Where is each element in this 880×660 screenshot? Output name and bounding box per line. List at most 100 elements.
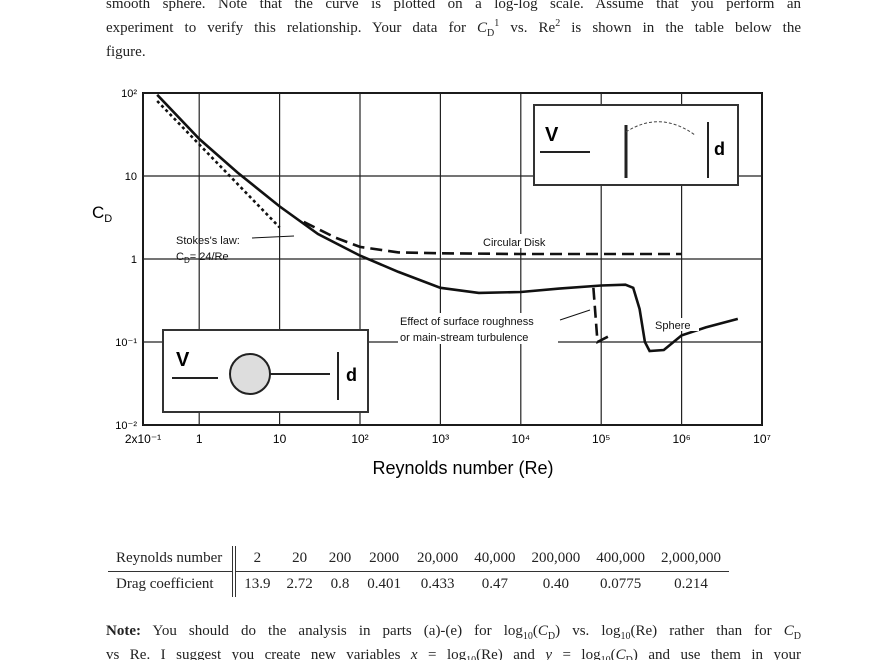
inset-label: V [545, 124, 559, 146]
arrow [559, 309, 591, 321]
table-row: Drag coefficient 13.9 2.72 0.8 0.401 0.433 0.4… [108, 571, 729, 597]
math: 10 [522, 631, 533, 642]
table-cell: 0.47 [481, 576, 508, 592]
data-table: Reynolds number 2 20 200 2000 20,000 40,000 200… [108, 546, 729, 597]
math: D [626, 655, 633, 660]
note-paragraph: Note: You should do the analysis in part… [106, 619, 801, 660]
series-line [156, 93, 739, 353]
inset-disk: V d [533, 104, 739, 186]
table-cell: 2000 [359, 546, 409, 572]
text: (Re) and [476, 647, 546, 660]
x-tick-label: 1 [196, 432, 203, 446]
annotation: = 24/Re [190, 251, 229, 263]
text: = log [417, 647, 467, 660]
text: experiment to verify this relationship. … [106, 20, 478, 36]
inset-sphere: V d [162, 329, 369, 413]
math: D [547, 631, 556, 642]
x-axis-label: Reynolds number (Re) [372, 458, 553, 478]
table-cell: 0.40 [542, 576, 569, 592]
annotation: Sphere [655, 320, 690, 332]
x-tick-label: 10⁷ [753, 432, 771, 446]
text: = log [552, 647, 601, 660]
math: x [410, 647, 418, 660]
math: y [545, 647, 553, 660]
table-cell: 400,000 [588, 546, 653, 572]
y-tick-label: 10⁻² [115, 420, 137, 432]
table-cell: 2 [234, 546, 279, 572]
table-cell: 0.401 [367, 576, 401, 592]
table-cell: 0.214 [674, 576, 708, 592]
x-tick-label: 2x10⁻¹ [125, 432, 161, 446]
y-axis-label: CD [92, 203, 112, 225]
text-line: vs Re. I suggest you create new variable… [106, 643, 801, 660]
text: vs Re. I suggest you create new variable… [106, 647, 411, 660]
text: is shown in the table below the [560, 20, 802, 36]
text: ) vs. log [555, 623, 621, 639]
x-tick-label: 10⁶ [672, 432, 690, 446]
wake [625, 121, 696, 136]
series-line [303, 220, 682, 256]
text: vs. Re [499, 20, 556, 36]
text-line: figure. [106, 44, 146, 60]
annotation: or main-stream turbulence [400, 332, 528, 344]
intro-paragraph: smooth sphere. Note that the curve is pl… [106, 0, 801, 64]
series-line [156, 100, 281, 229]
math: 10 [601, 655, 611, 660]
annotation: Effect of surface roughness [400, 316, 534, 328]
math: C [537, 623, 548, 639]
curves [156, 93, 739, 353]
x-tick-label: 10 [273, 432, 287, 446]
label-bg [653, 318, 699, 331]
x-tick-label: 10⁵ [592, 432, 610, 446]
x-tick-label: 10³ [432, 432, 449, 446]
annotations: Stokes's law: CD= 24/Re Circular Disk Ef… [176, 234, 699, 344]
row-header: Drag coefficient [108, 571, 237, 597]
table-cell: 20,000 [409, 546, 467, 572]
y-tick-label: 10⁻¹ [115, 337, 137, 349]
label-bg [480, 234, 562, 248]
label-bg [398, 313, 558, 344]
y-tick-label: 1 [131, 254, 137, 266]
table-cell: 40,000 [466, 546, 524, 572]
text: ( [532, 623, 538, 639]
row-header: Reynolds number [108, 546, 237, 572]
annotation: CD= 24/Re [176, 251, 229, 265]
math: 2 [555, 18, 561, 29]
table-cell: 2,000,000 [653, 546, 729, 572]
x-tick-label: 10⁴ [512, 432, 531, 446]
inset-label: d [714, 139, 725, 159]
table-cell: 2.72 [286, 576, 313, 592]
y-tick-label: 10 [125, 171, 137, 183]
y-tick-label: 10² [121, 88, 137, 100]
inset-label: V [176, 349, 190, 371]
sphere-icon [229, 353, 271, 395]
table-cell: 200 [320, 546, 360, 572]
note-label: Note: [106, 623, 141, 639]
x-tick-label: 10² [351, 432, 368, 446]
table-cell: 13.9 [244, 576, 271, 592]
table-row: Reynolds number 2 20 200 2000 20,000 40,000 200… [108, 546, 729, 572]
text-line: experiment to verify this relationship. … [106, 16, 801, 40]
math: C [477, 20, 488, 36]
math: D [793, 631, 801, 642]
annotation: Circular Disk [483, 237, 546, 249]
text: You should do the analysis in parts (a)-… [140, 623, 523, 639]
table-cell: 200,000 [523, 546, 589, 572]
text-line: Note: You should do the analysis in part… [106, 619, 801, 643]
text: ( [610, 647, 616, 660]
y-axis-label: D [104, 213, 112, 225]
math: 10 [466, 655, 476, 660]
table-cell: 0.8 [330, 576, 350, 592]
arrow [251, 235, 295, 239]
series-line [592, 287, 611, 345]
inset-label: d [346, 365, 357, 385]
math: 10 [620, 631, 631, 642]
text-line: smooth sphere. Note that the curve is pl… [106, 0, 801, 12]
text: (Re) rather than for [630, 623, 784, 639]
text: ) and use them in your [632, 647, 801, 660]
figure: Stokes's law: CD= 24/Re Circular Disk Ef… [92, 88, 771, 478]
table-cell: 20 [278, 546, 321, 572]
table-cell: 0.0775 [600, 576, 642, 592]
annotation: C [176, 251, 184, 263]
